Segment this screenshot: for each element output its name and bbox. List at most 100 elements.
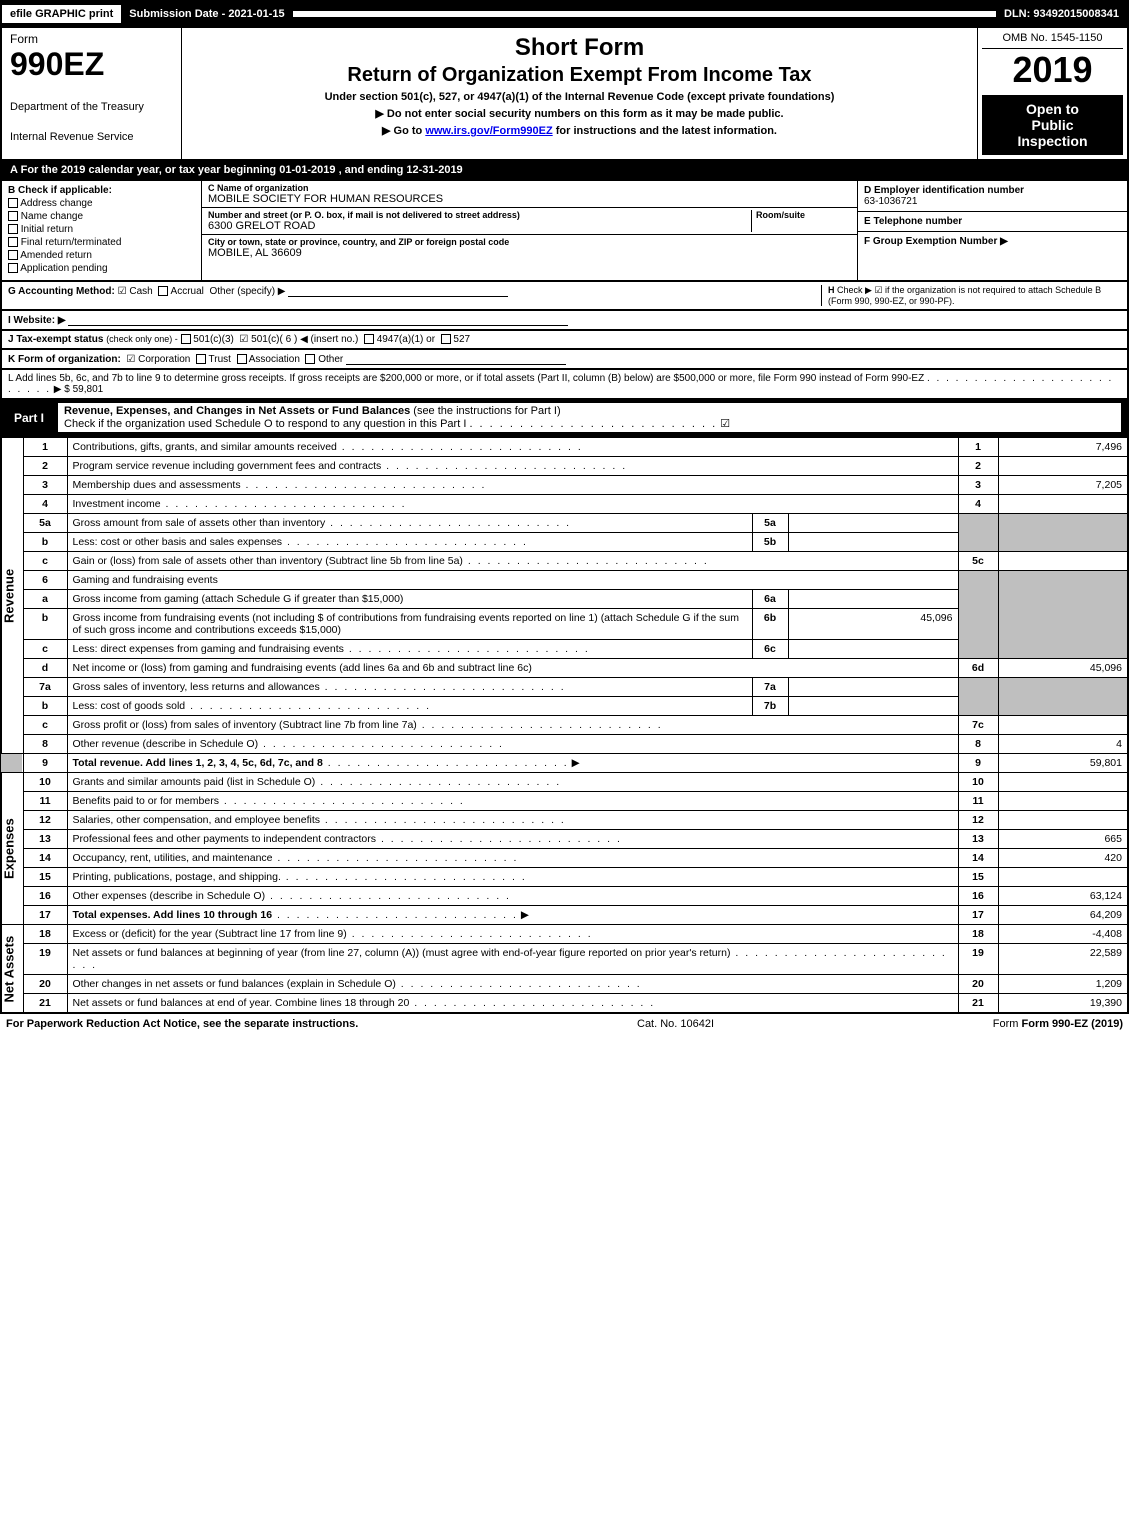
ck-corporation[interactable]: ☑ — [126, 354, 135, 365]
goto-post: for instructions and the latest informat… — [556, 125, 777, 137]
a-begin: 01-01-2019 — [279, 164, 335, 176]
line-20-val: 1,209 — [998, 975, 1128, 994]
line-14-val: 420 — [998, 849, 1128, 868]
open-line3: Inspection — [986, 133, 1119, 149]
ck-initial-return[interactable]: Initial return — [8, 224, 195, 235]
a-pre: For the 2019 calendar year, or tax year … — [21, 164, 280, 176]
line-7c: c Gross profit or (loss) from sales of i… — [1, 716, 1128, 735]
line-5b-val — [788, 533, 958, 552]
ein-val: 63-1036721 — [864, 196, 1121, 207]
tax-year: 2019 — [982, 49, 1123, 91]
info-block: B Check if applicable: Address change Na… — [0, 181, 1129, 282]
street-val: 6300 GRELOT ROAD — [208, 220, 751, 232]
gross-receipts: $ 59,801 — [64, 384, 103, 395]
section-l: L Add lines 5b, 6c, and 7b to line 9 to … — [0, 370, 1129, 400]
other-specify-input[interactable] — [288, 285, 508, 297]
section-g: G Accounting Method: ☑ Cash Accrual Othe… — [8, 285, 821, 306]
line-1: Revenue 1 Contributions, gifts, grants, … — [1, 438, 1128, 457]
line-2: 2 Program service revenue including gove… — [1, 457, 1128, 476]
ck-cash[interactable]: ☑ — [118, 286, 127, 297]
section-i: I Website: ▶ — [0, 311, 1129, 331]
title-return: Return of Organization Exempt From Incom… — [190, 64, 969, 87]
line-9-val: 59,801 — [998, 754, 1128, 773]
footer-right: Form Form 990-EZ (2019) — [993, 1018, 1123, 1030]
header-center: Short Form Return of Organization Exempt… — [182, 28, 977, 159]
line-21-val: 19,390 — [998, 994, 1128, 1014]
form-number: 990EZ — [10, 46, 173, 83]
line-10: Expenses 10 Grants and similar amounts p… — [1, 773, 1128, 792]
ck-application-pending[interactable]: Application pending — [8, 263, 195, 274]
omb-number: OMB No. 1545-1150 — [982, 32, 1123, 49]
section-e: E Telephone number — [858, 212, 1127, 232]
header-right: OMB No. 1545-1150 2019 Open to Public In… — [977, 28, 1127, 159]
open-line1: Open to — [986, 101, 1119, 117]
part-label: Part I — [8, 409, 50, 427]
ck-4947a1[interactable] — [364, 334, 374, 344]
submission-date: Submission Date - 2021-01-15 — [121, 5, 292, 23]
b-label: B — [8, 185, 15, 196]
line-5c-val — [998, 552, 1128, 571]
ck-trust[interactable] — [196, 354, 206, 364]
street-row: Number and street (or P. O. box, if mail… — [202, 208, 857, 235]
ck-name-change[interactable]: Name change — [8, 211, 195, 222]
line-15-val — [998, 868, 1128, 887]
line-19: 19 Net assets or fund balances at beginn… — [1, 944, 1128, 975]
part-1-table: Revenue 1 Contributions, gifts, grants, … — [0, 437, 1129, 1014]
line-8-val: 4 — [998, 735, 1128, 754]
ck-501c3[interactable] — [181, 334, 191, 344]
line-19-val: 22,589 — [998, 944, 1128, 975]
irs-link[interactable]: www.irs.gov/Form990EZ — [425, 125, 552, 137]
ck-501c[interactable]: ☑ — [239, 334, 248, 345]
section-h: H Check ▶ ☑ if the organization is not r… — [821, 285, 1121, 306]
a-mid: , and ending — [339, 164, 407, 176]
line-6b-val: 45,096 — [788, 609, 958, 640]
side-revenue: Revenue — [1, 438, 23, 754]
side-net-assets: Net Assets — [1, 925, 23, 1014]
website-input[interactable] — [68, 314, 568, 326]
efile-graphic-print[interactable]: efile GRAPHIC print — [2, 5, 121, 23]
ck-schedule-o[interactable]: ☑ — [720, 418, 730, 430]
room-suite-label: Room/suite — [756, 210, 851, 220]
ck-accrual[interactable] — [158, 286, 168, 296]
line-5a: 5a Gross amount from sale of assets othe… — [1, 514, 1128, 533]
ck-other-org[interactable] — [305, 354, 315, 364]
line-15: 15 Printing, publications, postage, and … — [1, 868, 1128, 887]
goto-pre: ▶ Go to — [382, 125, 425, 137]
line-6c-val — [788, 640, 958, 659]
ck-amended-return[interactable]: Amended return — [8, 250, 195, 261]
line-11-val — [998, 792, 1128, 811]
line-7a: 7a Gross sales of inventory, less return… — [1, 678, 1128, 697]
line-12-val — [998, 811, 1128, 830]
line-12: 12 Salaries, other compensation, and emp… — [1, 811, 1128, 830]
line-21: 21 Net assets or fund balances at end of… — [1, 994, 1128, 1014]
line-8: 8 Other revenue (describe in Schedule O)… — [1, 735, 1128, 754]
line-10-val — [998, 773, 1128, 792]
line-13-val: 665 — [998, 830, 1128, 849]
line-7c-val — [998, 716, 1128, 735]
section-d: D Employer identification number 63-1036… — [858, 181, 1127, 212]
line-20: 20 Other changes in net assets or fund b… — [1, 975, 1128, 994]
info-right: D Employer identification number 63-1036… — [857, 181, 1127, 280]
spacer — [293, 11, 996, 17]
form-label: Form — [10, 32, 173, 46]
ck-address-change[interactable]: Address change — [8, 198, 195, 209]
section-a-tax-year: A For the 2019 calendar year, or tax yea… — [0, 161, 1129, 181]
line-11: 11 Benefits paid to or for members 11 — [1, 792, 1128, 811]
b-title: Check if applicable: — [18, 185, 112, 196]
header-left: Form 990EZ Department of the Treasury In… — [2, 28, 182, 159]
line-4-val — [998, 495, 1128, 514]
section-j: J Tax-exempt status (check only one) - 5… — [0, 331, 1129, 350]
page-footer: For Paperwork Reduction Act Notice, see … — [0, 1014, 1129, 1034]
other-org-input[interactable] — [346, 353, 566, 365]
line-2-val — [998, 457, 1128, 476]
ck-527[interactable] — [441, 334, 451, 344]
line-3-val: 7,205 — [998, 476, 1128, 495]
footer-center: Cat. No. 10642I — [637, 1018, 714, 1030]
line-6d: d Net income or (loss) from gaming and f… — [1, 659, 1128, 678]
line-5c: c Gain or (loss) from sale of assets oth… — [1, 552, 1128, 571]
ck-final-return[interactable]: Final return/terminated — [8, 237, 195, 248]
ck-association[interactable] — [237, 354, 247, 364]
line-7b-val — [788, 697, 958, 716]
section-f: F Group Exemption Number ▶ — [858, 232, 1127, 251]
part-1-header: Part I Revenue, Expenses, and Changes in… — [0, 400, 1129, 437]
